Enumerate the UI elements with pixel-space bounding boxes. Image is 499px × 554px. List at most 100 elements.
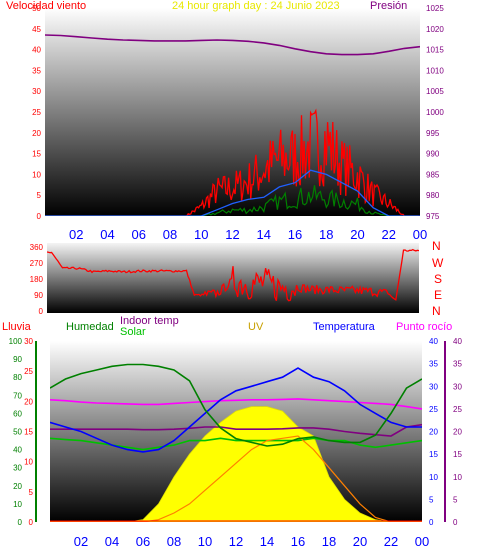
x-tick-top: 08 [163, 227, 177, 242]
temperature-y-tick: 35 [429, 360, 438, 369]
compass-n-bottom: N [432, 304, 441, 318]
rain-y-tick: 5 [29, 488, 34, 497]
rain-y-tick: 30 [24, 337, 33, 346]
x-tick-bottom: 12 [229, 534, 243, 549]
rain-y-tick: 20 [24, 397, 33, 406]
wind-y-tick: 10 [32, 170, 41, 179]
temperature-y-tick: 15 [429, 450, 438, 459]
x-tick-bottom: 16 [291, 534, 305, 549]
dew-y-tick: 5 [453, 495, 458, 504]
x-tick-top: 18 [319, 227, 333, 242]
wind-y-tick: 5 [37, 191, 42, 200]
wind-green-line [45, 185, 418, 216]
wind-y-tick: 40 [32, 46, 41, 55]
x-tick-top: 20 [350, 227, 364, 242]
rain-y-tick: 0 [29, 518, 34, 527]
temperature-y-tick: 30 [429, 382, 438, 391]
dew-point-line [50, 398, 422, 410]
x-tick-top: 00 [413, 227, 427, 242]
humidity-y-tick: 70 [13, 391, 22, 400]
solar-radiation-area [50, 406, 422, 522]
humidity-y-tick: 0 [18, 518, 23, 527]
direction-y-tick: 180 [30, 275, 44, 284]
humidity-y-tick: 100 [9, 337, 23, 346]
x-tick-bottom: 06 [136, 534, 150, 549]
wind-y-tick: 50 [32, 4, 41, 13]
wind-y-tick: 15 [32, 150, 41, 159]
pressure-y-tick: 990 [426, 150, 440, 159]
direction-series-group [47, 248, 419, 302]
temperature-y-tick: 0 [429, 518, 434, 527]
humidity-line [50, 363, 422, 447]
wind-average-line [45, 169, 420, 216]
temperature-y-tick: 5 [429, 495, 434, 504]
x-tick-bottom: 10 [198, 534, 212, 549]
indoor-temp-line [50, 423, 422, 437]
uv-line [50, 435, 422, 522]
wind-y-tick: 35 [32, 66, 41, 75]
pressure-y-tick: 975 [426, 212, 440, 221]
x-tick-top: 14 [257, 227, 271, 242]
x-tick-top: 10 [194, 227, 208, 242]
x-tick-bottom: 02 [74, 534, 88, 549]
dew-y-tick: 40 [453, 337, 462, 346]
pressure-y-tick: 1020 [426, 25, 444, 34]
pressure-label: Presión [370, 0, 408, 12]
legend-rain: Lluvia [2, 321, 31, 333]
humidity-y-tick: 50 [13, 428, 22, 437]
rain-y-tick: 10 [24, 458, 33, 467]
wind-series-group [45, 34, 420, 216]
dew-y-tick: 30 [453, 382, 462, 391]
compass-e: E [434, 288, 443, 302]
compass-n-top: N [432, 239, 441, 253]
x-tick-top: 16 [288, 227, 302, 242]
legend-indoor-temp: Indoor temp [120, 315, 179, 327]
pressure-y-tick: 1015 [426, 46, 444, 55]
pressure-y-tick: 1025 [426, 4, 444, 13]
x-tick-top: 12 [225, 227, 239, 242]
direction-y-tick: 360 [30, 243, 44, 252]
wind-y-tick: 0 [37, 212, 42, 221]
temperature-y-tick: 10 [429, 473, 438, 482]
x-tick-top: 02 [69, 227, 83, 242]
x-tick-bottom: 22 [384, 534, 398, 549]
x-tick-bottom: 00 [415, 534, 429, 549]
chart-title: 24 hour graph day : 24 Junio 2023 [172, 0, 340, 12]
rain-y-tick: 15 [24, 428, 33, 437]
humidity-y-tick: 10 [13, 500, 22, 509]
wind-gust-line [45, 108, 419, 216]
x-tick-bottom: 08 [167, 534, 181, 549]
dew-y-tick: 25 [453, 405, 462, 414]
x-tick-top: 22 [382, 227, 396, 242]
direction-line [47, 248, 419, 302]
pressure-y-tick: 1010 [426, 66, 444, 75]
legend-solar: Solar [120, 326, 146, 338]
x-tick-bottom: 20 [353, 534, 367, 549]
direction-y-tick: 90 [34, 291, 43, 300]
x-tick-bottom: 14 [260, 534, 274, 549]
wind-y-tick: 30 [32, 87, 41, 96]
dew-y-tick: 35 [453, 360, 462, 369]
x-tick-top: 06 [132, 227, 146, 242]
dew-y-tick: 15 [453, 450, 462, 459]
x-tick-bottom: 04 [105, 534, 119, 549]
humidity-y-tick: 90 [13, 355, 22, 364]
temperature-y-tick: 20 [429, 428, 438, 437]
humidity-y-tick: 80 [13, 373, 22, 382]
legend-dew-point: Punto rocío [396, 321, 453, 333]
legend-humidity: Humedad [66, 321, 114, 333]
dew-y-tick: 0 [453, 518, 458, 527]
pressure-y-tick: 1005 [426, 87, 444, 96]
compass-w: W [432, 256, 444, 270]
temperature-line [50, 367, 422, 453]
x-tick-bottom: 18 [322, 534, 336, 549]
direction-y-tick: 0 [39, 307, 44, 316]
humidity-y-tick: 40 [13, 446, 22, 455]
wind-y-tick: 25 [32, 108, 41, 117]
wind-speed-label: Velocidad viento [6, 0, 87, 12]
wind-y-tick: 45 [32, 25, 41, 34]
temperature-y-tick: 25 [429, 405, 438, 414]
pressure-line [45, 34, 420, 56]
dew-y-tick: 10 [453, 473, 462, 482]
